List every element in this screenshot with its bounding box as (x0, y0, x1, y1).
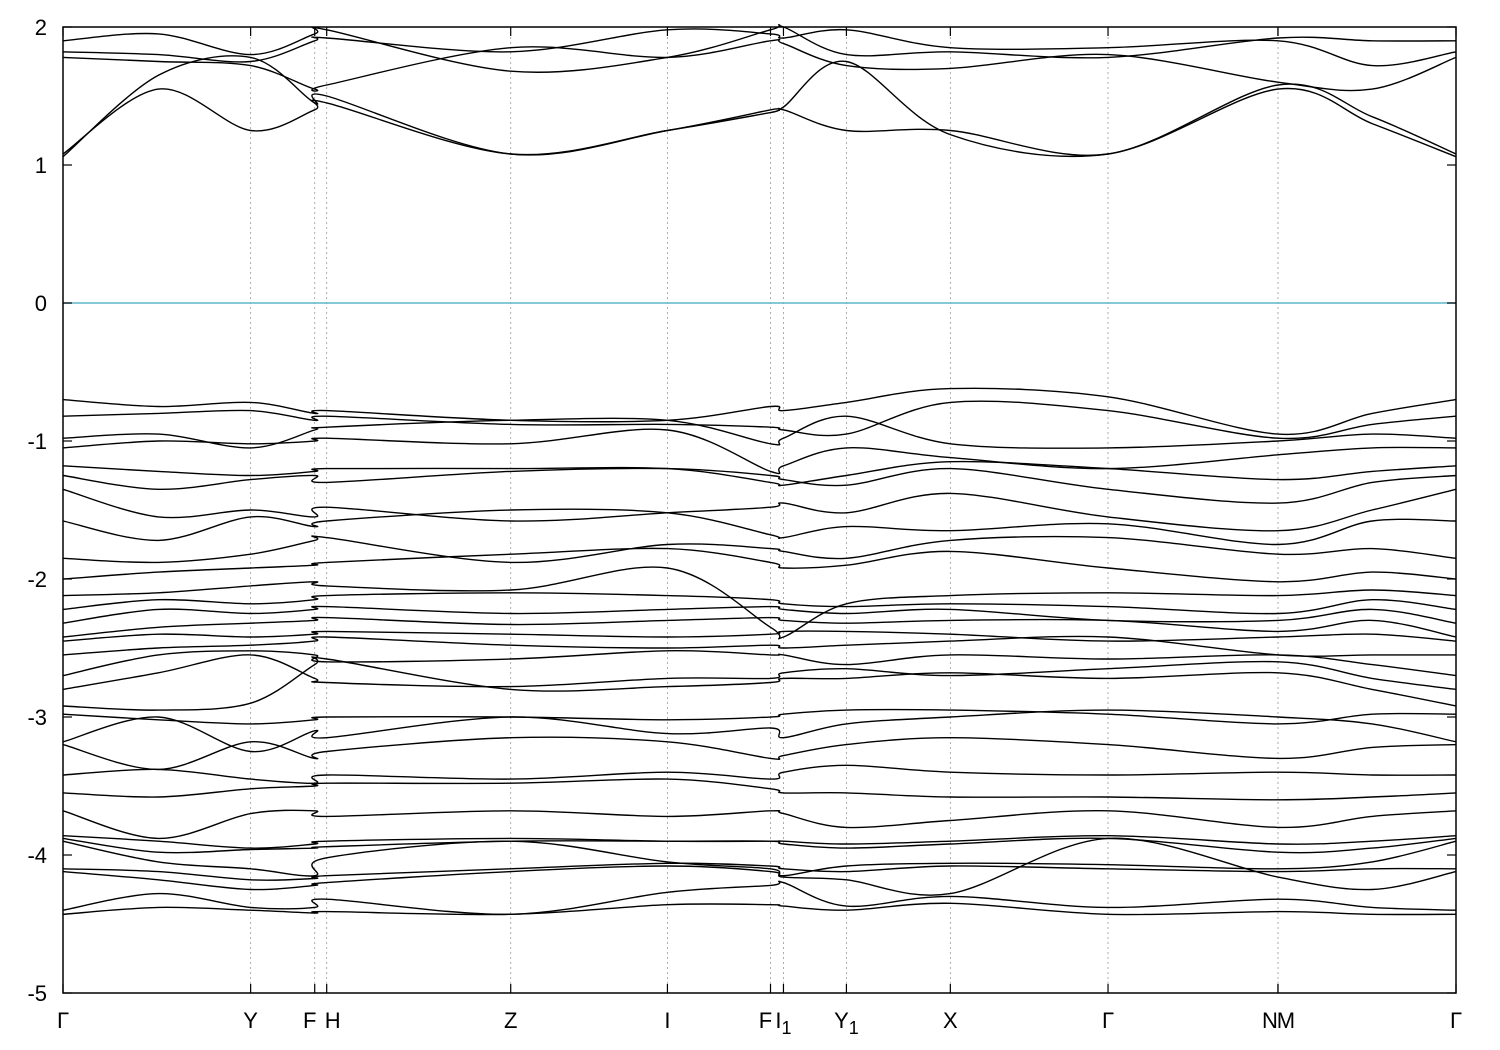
band-line-23 (62, 535, 1457, 564)
band-line-28 (62, 428, 1457, 475)
band-line-34 (62, 38, 1457, 92)
k-point-label-1: Y (243, 1008, 258, 1033)
x-axis-ticks: Γ Y F H Z I F I1 Y1 X Γ NM Γ (57, 27, 1462, 1038)
k-point-label-5: I (664, 1008, 670, 1033)
band-line-2 (62, 837, 1457, 896)
band-line-33 (62, 55, 1457, 158)
band-line-12 (62, 708, 1457, 725)
y-tick-label: 1 (35, 153, 47, 178)
band-line-9 (62, 764, 1457, 785)
k-point-label-6: F (759, 1008, 772, 1033)
band-line-31 (62, 387, 1457, 436)
k-point-label-12: M (1277, 1008, 1295, 1033)
k-point-label-2: F (303, 1008, 316, 1033)
band-line-24 (62, 508, 1457, 546)
y-tick-label: -3 (27, 705, 47, 730)
k-point-gridlines (250, 27, 1279, 993)
band-line-22 (62, 547, 1457, 583)
y-tick-label: -1 (27, 429, 47, 454)
y-tick-label: 2 (35, 15, 47, 40)
k-point-label-7: I1 (775, 1008, 791, 1038)
band-line-15 (62, 650, 1457, 677)
k-point-label-3: H (325, 1008, 341, 1033)
band-line-6 (62, 834, 1457, 849)
band-line-17 (62, 630, 1457, 642)
y-axis-ticks: -5 -4 -3 -2 -1 0 1 2 (27, 15, 1456, 1006)
y-tick-label: 0 (35, 291, 47, 316)
band-line-13 (62, 656, 1457, 711)
band-line-30 (62, 400, 1457, 440)
band-line-26 (62, 467, 1457, 504)
band-line-25 (62, 488, 1457, 532)
k-point-label-13: Γ (1450, 1008, 1462, 1033)
band-line-27 (62, 460, 1457, 487)
band-line-21 (62, 566, 1457, 640)
k-point-label-9: X (943, 1008, 958, 1033)
band-line-7 (62, 809, 1457, 840)
band-line-0 (62, 902, 1457, 916)
band-line-11 (62, 709, 1457, 753)
band-line-18 (62, 616, 1457, 638)
k-point-label-10: Γ (1102, 1008, 1114, 1033)
band-line-32 (62, 83, 1457, 156)
y-tick-label: -5 (27, 981, 47, 1006)
band-line-16 (62, 635, 1456, 657)
y-tick-label: -2 (27, 567, 47, 592)
plot-frame (62, 26, 1457, 994)
y-tick-label: -4 (27, 843, 47, 868)
band-line-3 (62, 862, 1457, 881)
band-line-8 (62, 778, 1457, 801)
k-point-label-11: N (1262, 1008, 1278, 1033)
band-line-20 (62, 592, 1457, 615)
band-line-19 (62, 605, 1457, 624)
band-line-4 (62, 840, 1457, 877)
k-point-label-4: Z (504, 1008, 517, 1033)
band-line-29 (62, 415, 1457, 449)
band-line-10 (62, 736, 1457, 771)
k-point-label-0: Γ (57, 1008, 69, 1033)
k-point-label-8: Y1 (834, 1008, 859, 1038)
band-line-1 (62, 880, 1457, 916)
band-line-14 (62, 654, 1457, 691)
